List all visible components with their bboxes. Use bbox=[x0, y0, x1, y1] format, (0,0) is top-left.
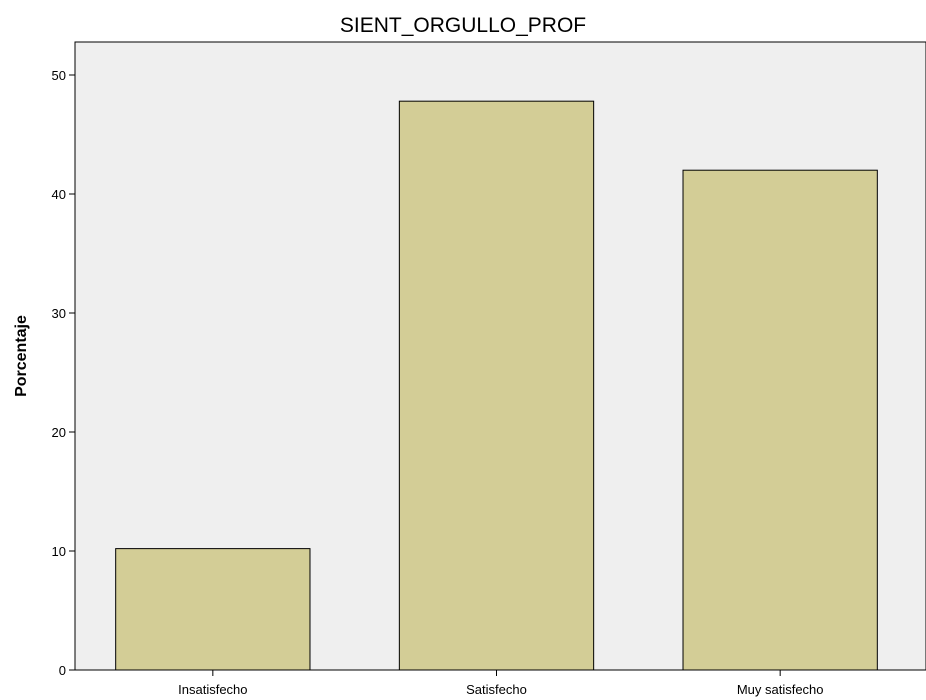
bar bbox=[398, 100, 595, 671]
y-tick-label: 0 bbox=[59, 663, 66, 678]
x-tick-label: Muy satisfecho bbox=[737, 682, 824, 697]
x-axis: Insatisfecho Satisfecho Muy satisfecho bbox=[178, 670, 824, 697]
chart-title: SIENT_ORGULLO_PROF bbox=[340, 14, 586, 37]
x-tick-label: Insatisfecho bbox=[178, 682, 247, 697]
y-tick-label: 20 bbox=[52, 425, 66, 440]
x-tick-label: Satisfecho bbox=[466, 682, 527, 697]
bar bbox=[682, 169, 878, 671]
y-axis-label: Porcentaje bbox=[13, 315, 30, 397]
y-tick-label: 10 bbox=[52, 544, 66, 559]
y-tick-label: 30 bbox=[52, 306, 66, 321]
y-axis: 0 10 20 30 40 50 bbox=[52, 68, 75, 678]
y-tick-label: 40 bbox=[52, 187, 66, 202]
y-tick-label: 50 bbox=[52, 68, 66, 83]
bar bbox=[115, 548, 311, 671]
